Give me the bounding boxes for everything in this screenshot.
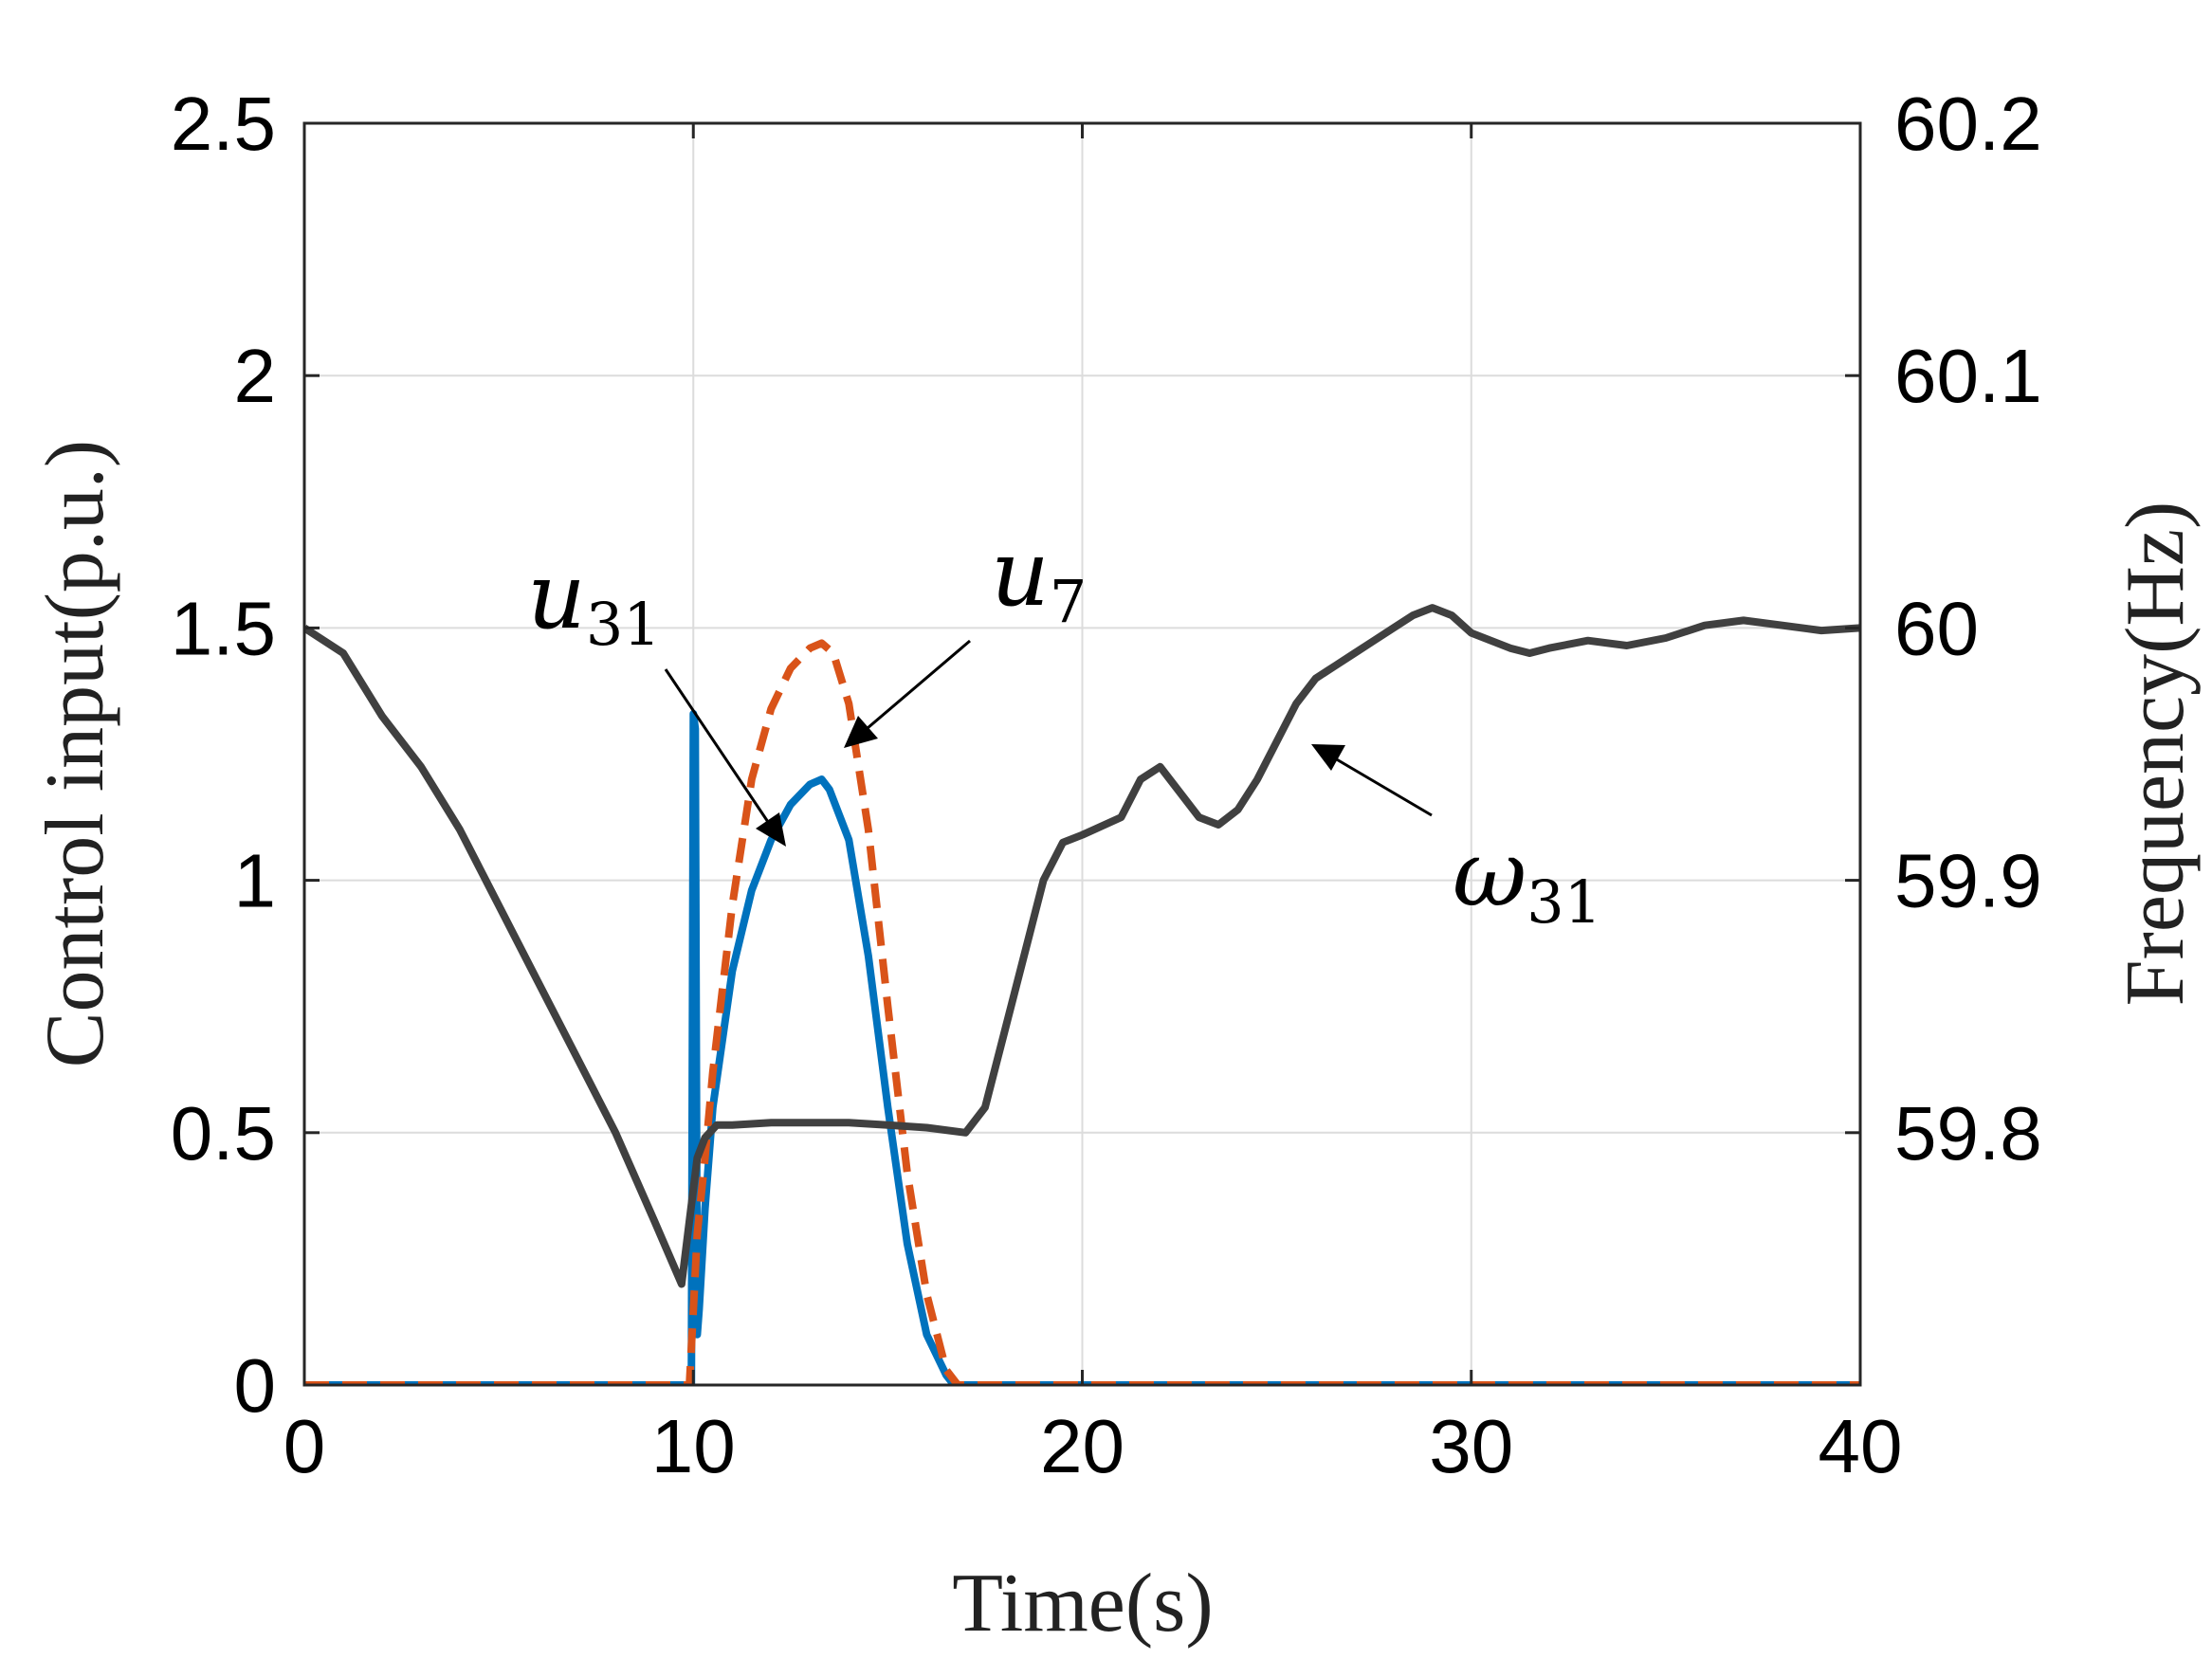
u31-arrow-line <box>664 668 772 826</box>
x-axis-title: Time(s) <box>952 1558 1213 1650</box>
y-right-tick-label: 59.8 <box>1894 1091 2042 1176</box>
y-left-tick-label: 1 <box>234 839 277 923</box>
annotations: u31 u7 ω31 <box>527 520 1601 937</box>
x-tick-label: 30 <box>1429 1404 1513 1488</box>
y-left-tick-label: 0.5 <box>171 1091 276 1176</box>
u31-label: u31 <box>527 543 661 659</box>
x-tick-label: 0 <box>283 1404 326 1488</box>
u31-arrow-head <box>756 812 786 847</box>
x-tick-label: 20 <box>1040 1404 1124 1488</box>
ticks: 0 10 20 30 40 0 0.5 1 1.5 2 2.5 59.8 59.9 60 60.1 60.2 <box>171 82 2042 1488</box>
y-left-tick-label: 2 <box>234 334 277 418</box>
y-axis-left-title: Control input(p.u.) <box>29 440 121 1067</box>
series-line-omega31 <box>304 604 1860 1288</box>
y-right-tick-label: 60.2 <box>1894 82 2042 166</box>
y-right-tick-label: 60.1 <box>1894 334 2042 418</box>
y-right-tick-label: 60 <box>1894 586 1979 670</box>
x-tick-label: 10 <box>651 1404 736 1488</box>
u7-arrow-head <box>844 716 878 748</box>
y-left-tick-label: 0 <box>234 1343 277 1428</box>
y-left-tick-label: 2.5 <box>171 82 276 166</box>
u7-label: u7 <box>991 520 1087 636</box>
x-tick-label: 40 <box>1819 1404 1903 1488</box>
series-line-u7 <box>304 639 1860 1385</box>
y-left-tick-label: 1.5 <box>171 586 276 670</box>
omega31-label: ω31 <box>1453 821 1601 937</box>
y-axis-right-title: Frequency(Hz) <box>2110 501 2202 1007</box>
y-right-tick-label: 59.9 <box>1894 839 2042 923</box>
series-layer <box>304 604 1860 1385</box>
omega31-arrow-head <box>1311 744 1345 771</box>
omega31-arrow-line <box>1334 757 1433 817</box>
u7-arrow-line <box>867 639 971 730</box>
